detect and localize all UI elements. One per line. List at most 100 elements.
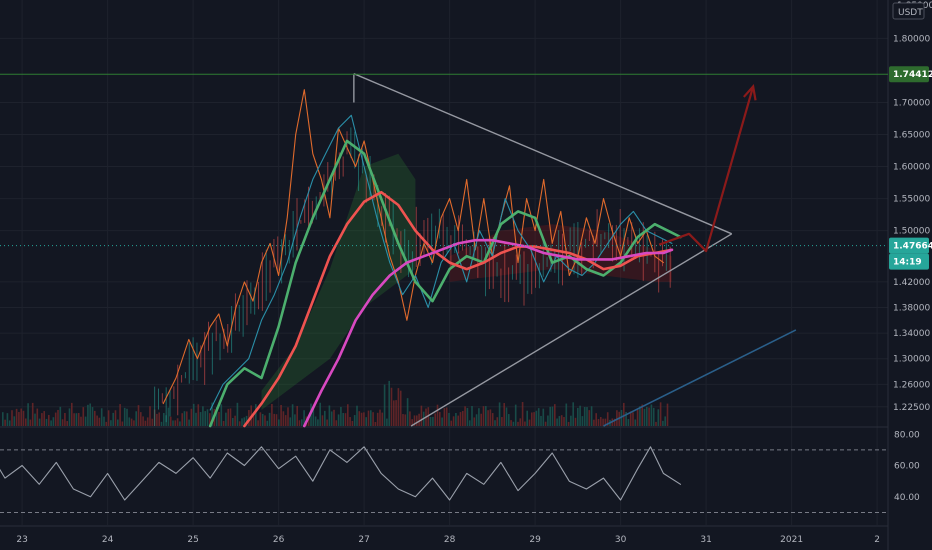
volume-bar bbox=[197, 404, 200, 426]
x-tick: 2 bbox=[874, 535, 880, 545]
volume-bar bbox=[98, 417, 101, 426]
series-line-2 bbox=[208, 139, 682, 428]
volume-bar bbox=[87, 404, 89, 426]
x-tick: 27 bbox=[358, 535, 369, 545]
x-tick: 2021 bbox=[780, 535, 803, 545]
price-tick: 1.50000 bbox=[893, 227, 930, 237]
volume-bar bbox=[105, 421, 108, 426]
volume-bar bbox=[625, 411, 627, 426]
x-tick: 29 bbox=[529, 535, 541, 545]
volume-bar bbox=[613, 418, 616, 426]
series-line-5 bbox=[0, 446, 682, 501]
volume-bar bbox=[353, 415, 356, 426]
volume-bar bbox=[526, 410, 528, 426]
volume-bar bbox=[215, 406, 218, 426]
volume-bar bbox=[475, 414, 478, 426]
volume-bar bbox=[650, 404, 653, 426]
volume-bar bbox=[494, 420, 496, 426]
volume-bar bbox=[252, 415, 255, 426]
x-tick: 31 bbox=[700, 535, 711, 545]
volume-bar bbox=[533, 412, 535, 426]
volume-bar bbox=[595, 413, 597, 426]
volume-bar bbox=[501, 417, 503, 426]
volume-bar bbox=[172, 420, 174, 426]
volume-bar bbox=[365, 417, 367, 426]
volume-bar bbox=[581, 416, 584, 426]
volume-bar bbox=[457, 415, 459, 426]
volume-bar bbox=[567, 421, 570, 426]
volume-bar bbox=[374, 421, 377, 426]
volume-bar bbox=[512, 421, 515, 426]
volume-bar bbox=[284, 415, 287, 426]
volume-bar bbox=[110, 420, 112, 426]
volume-bar bbox=[238, 421, 241, 426]
volume-bar bbox=[218, 411, 220, 426]
volume-bar bbox=[413, 415, 416, 426]
volume-bar bbox=[623, 402, 625, 426]
volume-bar bbox=[29, 419, 32, 426]
volume-bar bbox=[303, 410, 305, 426]
volume-bar bbox=[80, 416, 82, 426]
volume-bar bbox=[466, 407, 469, 426]
volume-bar bbox=[379, 409, 381, 426]
volume-bar bbox=[577, 407, 579, 426]
volume-bar bbox=[390, 387, 393, 426]
volume-bar bbox=[206, 409, 209, 426]
volume-bar bbox=[386, 418, 388, 426]
volume-bar bbox=[89, 403, 91, 426]
volume-bar bbox=[551, 406, 554, 426]
volume-bar bbox=[537, 408, 540, 426]
price-tick: 1.60000 bbox=[893, 163, 930, 173]
volume-bar bbox=[439, 412, 441, 426]
volume-bar bbox=[227, 408, 229, 426]
volume-bar bbox=[471, 406, 473, 426]
volume-bar bbox=[209, 413, 211, 426]
volume-bar bbox=[264, 415, 266, 426]
horizontal-level-tag-bg bbox=[889, 66, 929, 83]
volume-bar bbox=[399, 390, 402, 426]
volume-bar bbox=[455, 412, 457, 426]
volume-bar bbox=[220, 404, 223, 426]
volume-bar bbox=[443, 408, 446, 426]
volume-bar bbox=[36, 408, 39, 426]
volume-bar bbox=[448, 412, 450, 426]
volume-bar bbox=[590, 406, 593, 426]
volume-bar bbox=[204, 411, 206, 426]
series-line-1 bbox=[209, 114, 673, 411]
volume-bar bbox=[344, 413, 347, 426]
volume-bar bbox=[468, 420, 471, 426]
volume-bar bbox=[130, 418, 133, 426]
volume-bar bbox=[641, 404, 643, 426]
drawings[interactable] bbox=[0, 73, 888, 427]
volume-bar bbox=[485, 406, 487, 426]
volume-bar bbox=[149, 406, 151, 426]
volume-bar bbox=[52, 417, 55, 426]
volume-bar bbox=[123, 407, 126, 426]
volume-bar bbox=[48, 414, 50, 426]
volume-bar bbox=[491, 413, 494, 426]
volume-bar bbox=[556, 418, 558, 426]
volume-bar bbox=[358, 411, 361, 426]
volume-bar bbox=[100, 408, 103, 426]
volume-bar bbox=[487, 410, 489, 426]
volume-bar bbox=[652, 407, 655, 426]
volume-bar bbox=[542, 408, 545, 426]
volume-bar bbox=[662, 420, 664, 426]
volume-bar bbox=[66, 421, 68, 426]
price-tick: 1.80000 bbox=[893, 34, 930, 44]
volume-bar bbox=[245, 415, 248, 426]
series-line-0 bbox=[162, 89, 664, 405]
volume-bar bbox=[616, 410, 618, 426]
volume-bar bbox=[531, 412, 533, 426]
volume-bar bbox=[402, 414, 404, 426]
volume-bar bbox=[186, 411, 188, 426]
volume-bar bbox=[57, 409, 59, 426]
volume-bar bbox=[142, 416, 144, 426]
x-tick: 25 bbox=[187, 535, 198, 545]
volume-bar bbox=[144, 420, 147, 426]
volume-bar bbox=[376, 412, 379, 426]
volume-bar bbox=[169, 416, 172, 426]
x-tick: 30 bbox=[615, 535, 627, 545]
